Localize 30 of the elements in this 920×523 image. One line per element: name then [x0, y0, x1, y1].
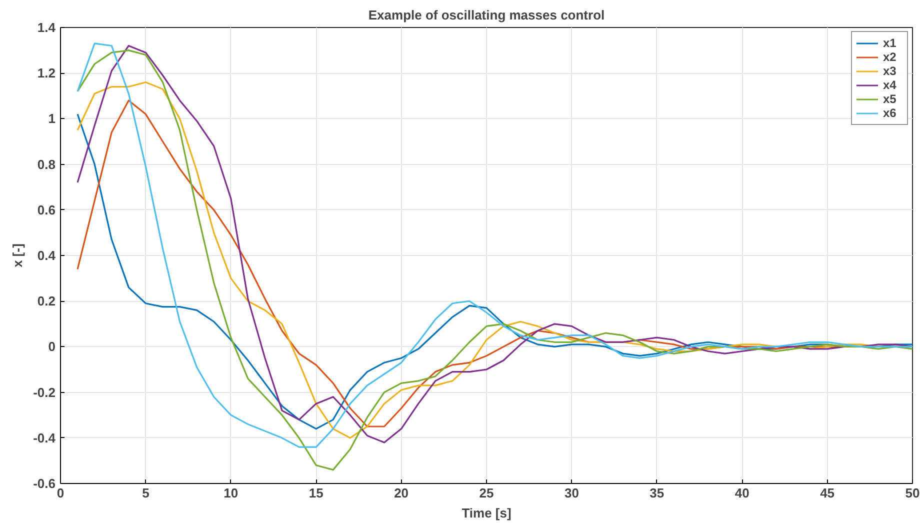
y-tick-label: 0.8 — [37, 156, 56, 172]
y-tick-label: -0.2 — [33, 384, 56, 400]
x-tick-label: 30 — [564, 486, 579, 500]
x-tick-label: 35 — [650, 486, 664, 500]
x-tick-label: 5 — [142, 486, 150, 500]
x-tick-label: 15 — [308, 486, 324, 500]
legend-label: x3 — [883, 64, 898, 78]
chart-title: Example of oscillating masses control — [368, 8, 605, 22]
x-axis-title: Time [s] — [462, 506, 512, 520]
y-tick-label: 0.2 — [37, 294, 56, 309]
x-tick-label: 20 — [394, 486, 409, 500]
y-tick-label: 1.4 — [37, 20, 56, 35]
y-tick-label: 1 — [48, 111, 56, 126]
x-tick-label: 10 — [224, 486, 238, 500]
y-tick-label: 0.4 — [37, 248, 56, 263]
y-tick-label: -0.4 — [33, 430, 56, 446]
x-tick-label: 40 — [734, 486, 750, 500]
legend-label: x1 — [883, 36, 898, 50]
x-tick-label: 50 — [905, 486, 920, 500]
legend-label: x2 — [883, 50, 898, 64]
legend-label: x4 — [883, 78, 898, 92]
y-tick-label: 0.6 — [37, 202, 56, 218]
legend-label: x5 — [883, 92, 898, 106]
x-tick-label: 45 — [820, 486, 835, 500]
y-axis-title: x [-] — [10, 244, 26, 268]
y-tick-label: 0 — [48, 339, 56, 354]
y-tick-label: -0.6 — [33, 476, 56, 491]
legend-label: x6 — [883, 106, 898, 120]
y-tick-label: 1.2 — [37, 66, 56, 81]
x-tick-label: 25 — [479, 486, 494, 500]
